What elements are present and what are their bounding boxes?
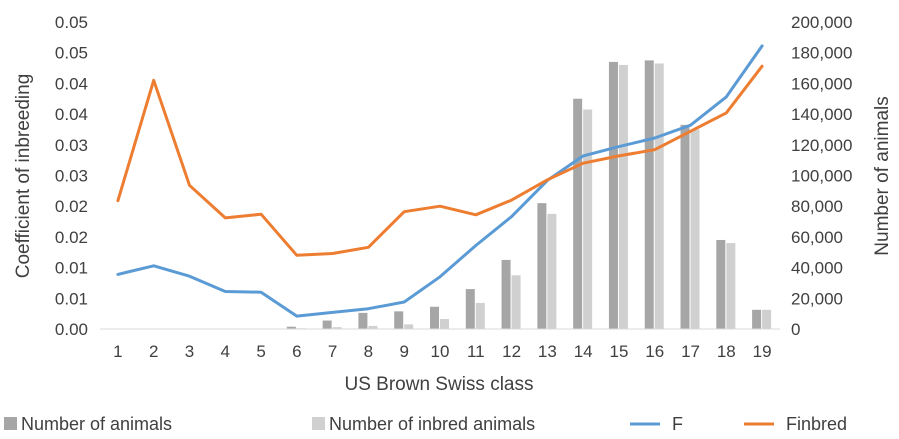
bar-inbred-animals [368, 325, 378, 329]
x-tick-label: 18 [717, 342, 736, 361]
x-tick-label: 8 [364, 342, 373, 361]
bar-inbred-animals [654, 63, 664, 329]
bar-animals [358, 312, 368, 329]
legend-swatch [4, 417, 17, 430]
left-tick-label: 0.04 [55, 74, 88, 93]
x-tick-label: 5 [256, 342, 265, 361]
bar-inbred-animals [583, 109, 593, 330]
x-tick-label: 7 [328, 342, 337, 361]
bar-inbred-animals [547, 213, 557, 329]
left-tick-label: 0.05 [55, 44, 88, 63]
x-tick-label: 17 [681, 342, 700, 361]
x-tick-label: 6 [292, 342, 301, 361]
plot-area: 0.00 0.01 0.01 0.02 0.02 0.03 0.03 0.04 0.04 0.05… [55, 13, 853, 361]
bar-animals [537, 203, 547, 329]
x-axis-title: US Brown Swiss class [345, 374, 534, 395]
right-tick-label: 100,000 [791, 167, 852, 186]
right-tick-label: 80,000 [791, 197, 843, 216]
legend-label: Number of inbred animals [329, 414, 535, 434]
bar-animals [680, 124, 690, 329]
bar-animals [501, 259, 511, 329]
bar-animals [394, 311, 404, 329]
right-tick-label: 200,000 [791, 13, 852, 32]
x-tick-label: 16 [645, 342, 664, 361]
bar-animals [573, 98, 583, 329]
x-tick-label: 1 [113, 342, 122, 361]
right-axis-title: Number of animals [872, 96, 893, 255]
x-tick-label: 3 [185, 342, 194, 361]
legend-label: Number of animals [21, 414, 172, 434]
bar-animals [752, 309, 762, 329]
x-tick-label: 9 [399, 342, 408, 361]
x-tick-label: 10 [431, 342, 450, 361]
left-tick-label: 0.03 [55, 167, 88, 186]
bar-inbred-animals [440, 319, 449, 329]
x-tick-label: 11 [467, 342, 485, 361]
bar-inbred-animals [475, 302, 485, 329]
bar-inbred-animals [618, 64, 628, 329]
right-tick-label: 0 [791, 320, 800, 339]
bar-inbred-animals [690, 129, 700, 329]
bar-inbred-animals [404, 324, 414, 329]
bar-inbred-animals [511, 275, 521, 329]
right-tick-label: 40,000 [791, 259, 843, 278]
right-tick-label: 160,000 [791, 74, 852, 93]
x-tick-label: 4 [221, 342, 230, 361]
series-line-f [116, 44, 764, 318]
right-tick-label: 140,000 [791, 105, 852, 124]
right-tick-label: 20,000 [791, 289, 843, 308]
left-tick-label: 0.01 [55, 259, 88, 278]
bar-animals [322, 320, 332, 329]
legend-swatch [312, 417, 325, 430]
left-tick-label: 0.02 [55, 228, 88, 247]
right-tick-label: 180,000 [791, 44, 852, 63]
bar-inbred-animals [332, 327, 342, 329]
bar-animals [465, 289, 475, 329]
series-line-finbred [116, 64, 764, 257]
bar-animals [286, 326, 296, 329]
left-tick-label: 0.00 [55, 320, 88, 339]
bar-animals [716, 239, 726, 329]
x-tick-label: 15 [609, 342, 628, 361]
x-tick-label: 13 [538, 342, 557, 361]
x-tick-label: 14 [574, 342, 593, 361]
legend: Number of animals Number of inbred animal… [4, 414, 847, 434]
bar-inbred-animals [762, 309, 772, 329]
right-tick-label: 120,000 [791, 136, 852, 155]
left-tick-label: 0.02 [55, 197, 88, 216]
right-tick-label: 60,000 [791, 228, 843, 247]
left-axis-title: Coefficient of inbreeding [13, 74, 34, 279]
bar-animals [644, 60, 654, 329]
left-tick-label: 0.05 [55, 13, 88, 32]
x-tick-label: 2 [149, 342, 158, 361]
bar-inbred-animals [726, 243, 736, 329]
bar-animals [608, 61, 618, 329]
left-tick-label: 0.04 [55, 105, 88, 124]
bar-animals [430, 306, 439, 329]
legend-label: F [672, 414, 683, 434]
x-tick-label: 19 [753, 342, 772, 361]
legend-label: Finbred [786, 414, 847, 434]
left-tick-label: 0.03 [55, 136, 88, 155]
x-tick-label: 12 [502, 342, 521, 361]
left-tick-label: 0.01 [55, 289, 88, 308]
